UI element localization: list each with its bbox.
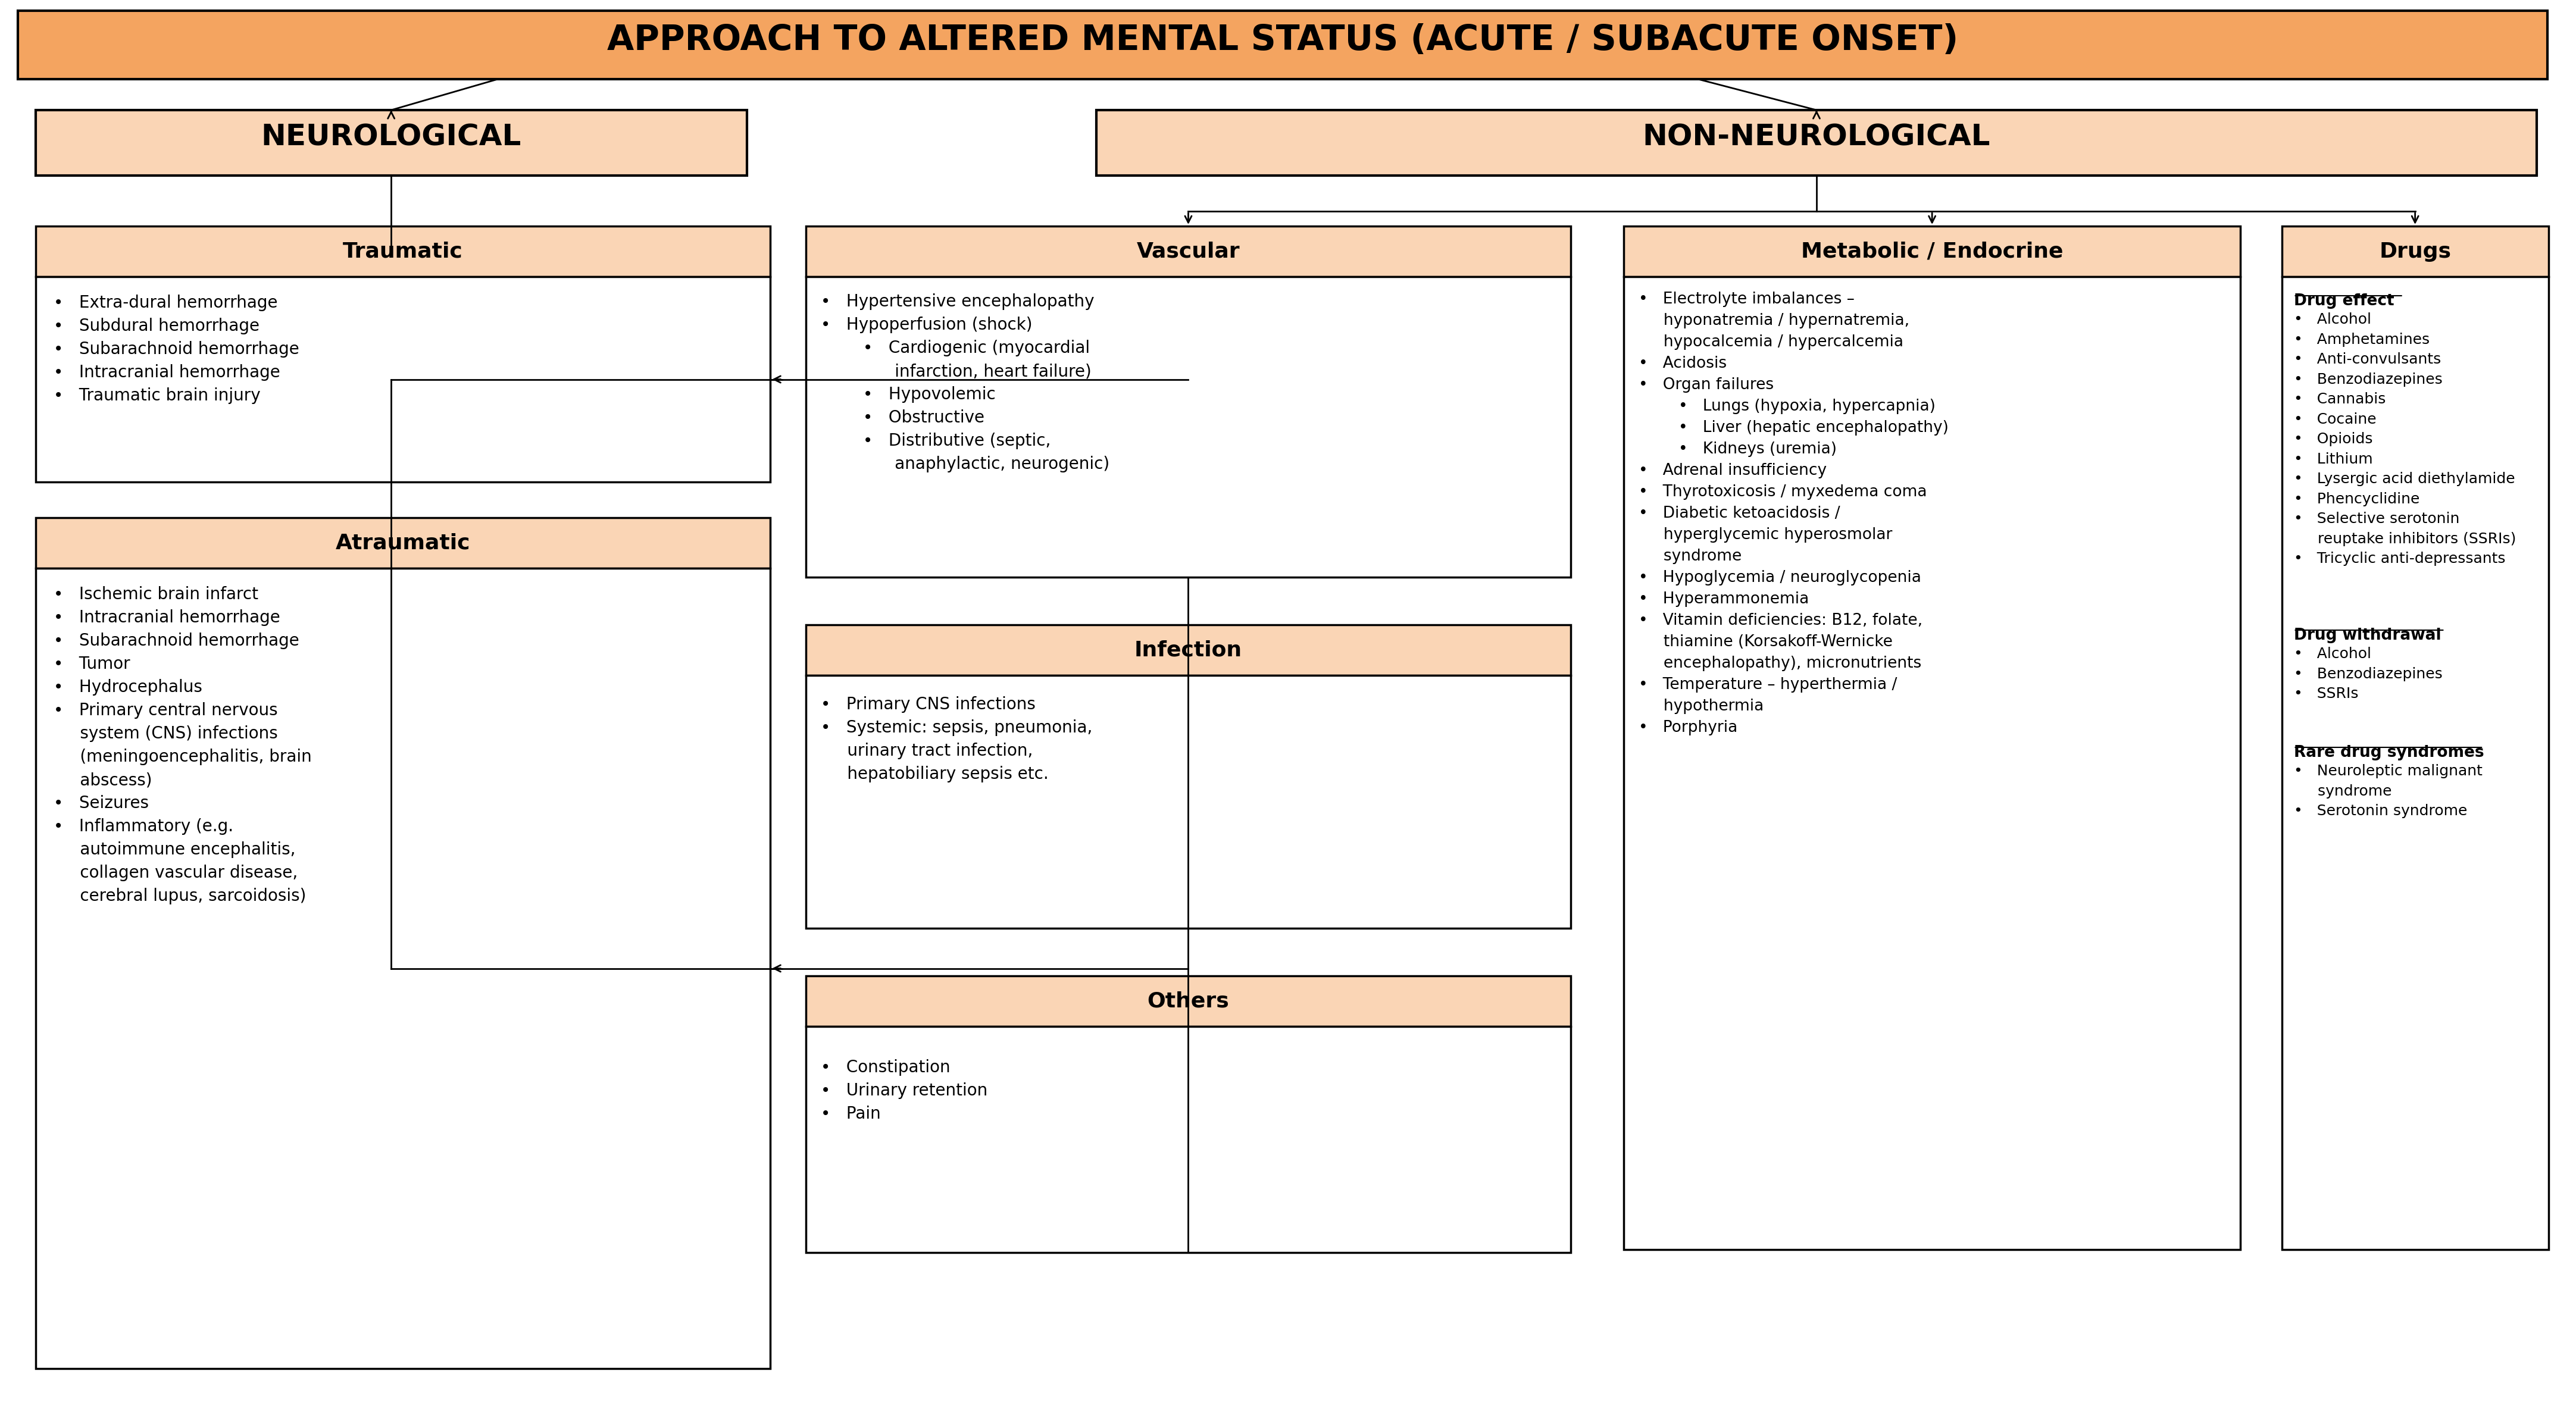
Bar [36,226,770,277]
Bar [1623,277,2241,1250]
Bar [2282,226,2548,277]
Text: NEUROLOGICAL: NEUROLOGICAL [260,123,520,151]
Text: •   Primary CNS infections
•   Systemic: sepsis, pneumonia,
     urinary tract i: • Primary CNS infections • Systemic: sep… [822,696,1092,782]
Bar [806,624,1571,675]
Bar [36,110,747,175]
Text: Rare drug syndromes: Rare drug syndromes [2293,746,2483,761]
Text: •   Extra-dural hemorrhage
•   Subdural hemorrhage
•   Subarachnoid hemorrhage
•: • Extra-dural hemorrhage • Subdural hemo… [54,295,299,404]
Bar [36,518,770,568]
Bar [806,277,1571,578]
Text: •   Neuroleptic malignant
     syndrome
•   Serotonin syndrome: • Neuroleptic malignant syndrome • Serot… [2293,764,2483,818]
Text: •   Ischemic brain infarct
•   Intracranial hemorrhage
•   Subarachnoid hemorrha: • Ischemic brain infarct • Intracranial … [54,586,312,905]
Text: Drug withdrawal: Drug withdrawal [2293,628,2442,644]
Text: •   Hypertensive encephalopathy
•   Hypoperfusion (shock)
        •   Cardiogeni: • Hypertensive encephalopathy • Hypoperf… [822,294,1110,473]
Bar [36,277,770,481]
Text: Vascular: Vascular [1136,241,1239,261]
Text: •   Electrolyte imbalances –
     hyponatremia / hypernatremia,
     hypocalcemi: • Electrolyte imbalances – hyponatremia … [1638,291,1947,736]
Bar [2282,277,2548,1250]
Bar [36,568,770,1368]
Text: NON-NEUROLOGICAL: NON-NEUROLOGICAL [1643,123,1991,151]
Bar [18,11,2548,79]
Text: Metabolic / Endocrine: Metabolic / Endocrine [1801,241,2063,261]
Bar [806,226,1571,277]
Text: Drug effect: Drug effect [2293,294,2393,309]
Text: APPROACH TO ALTERED MENTAL STATUS (ACUTE / SUBACUTE ONSET): APPROACH TO ALTERED MENTAL STATUS (ACUTE… [608,23,1958,56]
Text: •   Alcohol
•   Amphetamines
•   Anti-convulsants
•   Benzodiazepines
•   Cannab: • Alcohol • Amphetamines • Anti-convulsa… [2293,312,2517,566]
Text: Infection: Infection [1133,640,1242,661]
Text: •   Alcohol
•   Benzodiazepines
•   SSRIs: • Alcohol • Benzodiazepines • SSRIs [2293,647,2442,700]
Bar [806,976,1571,1027]
Bar [806,675,1571,928]
Text: Atraumatic: Atraumatic [335,532,471,554]
Text: •   Constipation
•   Urinary retention
•   Pain: • Constipation • Urinary retention • Pai… [822,1059,987,1123]
Bar [1097,110,2537,175]
Bar [1623,226,2241,277]
Text: Drugs: Drugs [2380,241,2452,261]
Text: Traumatic: Traumatic [343,241,464,261]
Bar [806,1027,1571,1252]
Text: Others: Others [1146,991,1229,1011]
